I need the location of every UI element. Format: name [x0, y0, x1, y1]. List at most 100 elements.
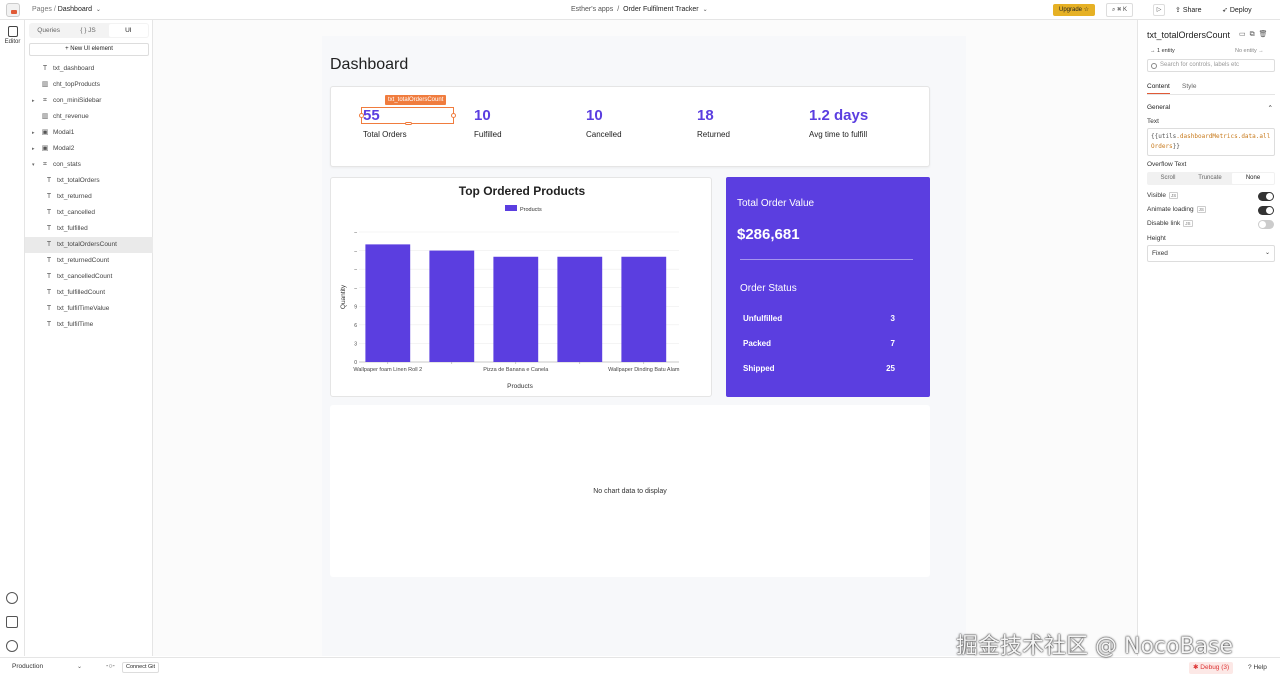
- disable-link-toggle[interactable]: [1258, 220, 1274, 229]
- breadcrumb: Pages / Dashboard ⌄: [32, 6, 101, 13]
- app-name[interactable]: Order Fulfilment Tracker: [623, 6, 699, 13]
- new-ui-element-button[interactable]: + New UI element: [29, 43, 149, 56]
- height-select[interactable]: Fixed ⌄: [1147, 245, 1275, 262]
- stat-fulfilled[interactable]: 10 Fulfilled: [474, 107, 502, 139]
- tree-item[interactable]: ▸ ⌗ con_miniSidebar: [25, 93, 153, 109]
- stat-label[interactable]: Total Orders: [363, 130, 407, 139]
- resize-handle[interactable]: [451, 113, 456, 118]
- overflow-truncate[interactable]: Truncate: [1198, 175, 1222, 181]
- trash-icon[interactable]: 🗑: [1258, 31, 1272, 38]
- js-toggle-badge[interactable]: JS: [1183, 220, 1193, 227]
- y-tick-label: 6: [354, 323, 357, 329]
- chevron-right-icon[interactable]: ▸: [32, 130, 35, 136]
- chevron-up-icon: ⌃: [1267, 105, 1273, 112]
- js-toggle-badge[interactable]: JS: [1169, 192, 1179, 199]
- stat-total-orders[interactable]: 55 Total Orders: [363, 107, 407, 139]
- entity-link[interactable]: → 1 entity: [1150, 48, 1175, 54]
- x-tick-label: Wallpaper foam Linen Roll 2: [353, 367, 422, 373]
- stat-cancelled[interactable]: 10 Cancelled: [586, 107, 622, 139]
- workspace-name[interactable]: Esther's apps: [571, 6, 614, 13]
- text-widget-icon: T: [46, 209, 52, 216]
- resize-handle[interactable]: [359, 113, 364, 118]
- property-pane-title[interactable]: txt_totalOrdersCount: [1147, 30, 1231, 40]
- stat-label[interactable]: Fulfilled: [474, 130, 502, 139]
- overflow-scroll[interactable]: Scroll: [1160, 175, 1176, 181]
- breadcrumb-page[interactable]: Dashboard: [57, 6, 92, 13]
- stat-label[interactable]: Avg time to fulfill: [809, 130, 868, 139]
- chevron-right-icon[interactable]: ▸: [32, 98, 35, 104]
- chevron-down-icon[interactable]: ⌄: [77, 664, 83, 670]
- y-tick-label: –: [354, 286, 357, 292]
- deploy-button[interactable]: ➶ Deploy: [1222, 7, 1252, 14]
- app-logo-icon[interactable]: [6, 2, 20, 17]
- container-widget-icon: ⌗: [43, 97, 47, 104]
- stat-value[interactable]: 18: [697, 107, 714, 124]
- help-button[interactable]: ? Help: [1248, 664, 1267, 671]
- js-toggle-badge[interactable]: JS: [1196, 206, 1206, 213]
- general-section-header[interactable]: General ⌃: [1147, 104, 1273, 112]
- overflow-segmented: Scroll Truncate None: [1147, 172, 1275, 185]
- package-icon[interactable]: [6, 616, 18, 628]
- stat-avg-time[interactable]: 1.2 days Avg time to fulfill: [809, 107, 868, 139]
- property-search-input[interactable]: Search for controls, labels etc: [1147, 59, 1275, 72]
- stat-label[interactable]: Returned: [697, 130, 730, 139]
- share-button[interactable]: ⇪ Share: [1175, 7, 1202, 14]
- chevron-down-icon[interactable]: ▾: [32, 162, 35, 168]
- stat-value[interactable]: 1.2 days: [809, 107, 869, 124]
- stat-value[interactable]: 55: [363, 107, 380, 124]
- tab-style[interactable]: Style: [1182, 83, 1197, 90]
- animate-loading-toggle[interactable]: [1258, 206, 1274, 215]
- copy-icon[interactable]: ⧉: [1249, 31, 1259, 38]
- stat-label[interactable]: Cancelled: [586, 130, 622, 139]
- chevron-down-icon[interactable]: ⌄: [702, 7, 708, 13]
- tree-item[interactable]: ▥ cht_revenue: [25, 109, 153, 125]
- visible-toggle[interactable]: [1258, 192, 1274, 201]
- tab-js[interactable]: { } JS: [80, 27, 96, 34]
- top-products-chart[interactable]: Top Ordered Products 0 3 6 9 – – – – Products Wal…: [330, 177, 712, 397]
- upgrade-button[interactable]: Upgrade ☆: [1053, 4, 1096, 16]
- stat-value[interactable]: 10: [586, 107, 603, 124]
- search-button[interactable]: ⌕ ⌘ K: [1106, 3, 1133, 17]
- tree-item[interactable]: ▾ ⌗ con_stats: [25, 157, 153, 173]
- selected-widget-tag[interactable]: txt_totalOrdersCount: [385, 95, 447, 105]
- connect-git-button[interactable]: Connect Git: [122, 662, 160, 673]
- page-title[interactable]: Dashboard: [330, 56, 409, 73]
- gear-icon[interactable]: [6, 640, 18, 652]
- chevron-right-icon[interactable]: ▸: [32, 146, 35, 152]
- preview-play-button[interactable]: ▷: [1153, 4, 1165, 16]
- docs-icon[interactable]: ▭: [1239, 31, 1250, 38]
- debug-button[interactable]: ✱ Debug (3): [1189, 662, 1234, 674]
- tree-item-label: txt_totalOrdersCount: [57, 241, 117, 248]
- stat-returned[interactable]: 18 Returned: [697, 107, 730, 139]
- text-property-editor[interactable]: {{utils.dashboardMetrics.data.allOrders}…: [1147, 128, 1275, 156]
- tree-item[interactable]: ▸ ▣ Modal2: [25, 141, 153, 157]
- chevron-down-icon[interactable]: ⌄: [95, 7, 101, 13]
- chart-widget-icon: ▥: [41, 81, 49, 88]
- tab-ui[interactable]: UI: [108, 24, 148, 37]
- breadcrumb-pages[interactable]: Pages: [32, 6, 52, 13]
- revenue-chart[interactable]: No chart data to display: [330, 405, 930, 577]
- stat-value[interactable]: 10: [474, 107, 491, 124]
- environment-select[interactable]: Production: [12, 663, 44, 670]
- resize-handle[interactable]: [405, 122, 412, 125]
- order-value-card[interactable]: Total Order Value $286,681 Order Status …: [726, 177, 930, 397]
- tree-item[interactable]: ▸ ▣ Modal1: [25, 125, 153, 141]
- overflow-none[interactable]: None: [1232, 173, 1274, 184]
- database-icon[interactable]: [6, 592, 18, 604]
- tree-item[interactable]: ▥ cht_topProducts: [25, 77, 153, 93]
- editor-nav[interactable]: Editor: [4, 26, 21, 45]
- tab-content[interactable]: Content: [1147, 83, 1170, 94]
- tab-queries[interactable]: Queries: [37, 27, 61, 34]
- no-entity-link[interactable]: No entity →: [1235, 48, 1264, 54]
